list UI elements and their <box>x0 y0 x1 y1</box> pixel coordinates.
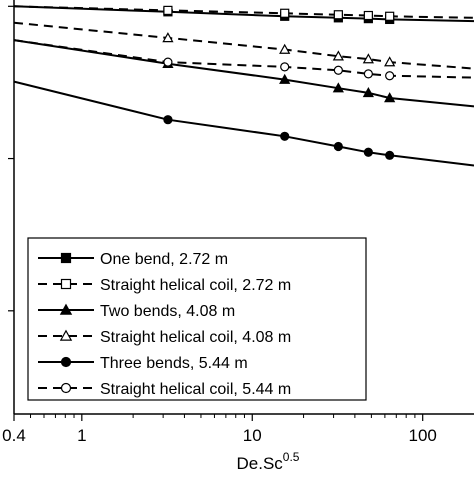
series-0 <box>13 5 474 25</box>
circle-marker <box>60 356 72 368</box>
square-marker <box>163 5 173 15</box>
legend-label: One bend, 2.72 m <box>100 251 228 268</box>
legend: One bend, 2.72 m Straight helical coil, 2… <box>27 237 367 401</box>
series-1 <box>13 5 474 21</box>
x-tick-label: 100 <box>409 426 437 445</box>
triangle-marker <box>59 303 73 315</box>
circle-marker <box>385 71 395 81</box>
circle-marker <box>333 65 343 75</box>
circle-marker <box>280 131 290 141</box>
x-axis-title-main: De.Sc <box>237 454 284 473</box>
triangle-marker <box>362 87 374 98</box>
legend-label: Straight helical coil, 5.44 m <box>100 381 291 398</box>
x-tick-label: 10 <box>243 426 262 445</box>
legend-box <box>27 237 367 401</box>
square-marker <box>333 10 343 20</box>
triangle-marker <box>162 32 174 43</box>
legend-label: Straight helical coil, 2.72 m <box>100 277 291 294</box>
y-ticks <box>8 5 14 312</box>
series-line <box>13 21 474 70</box>
triangle-marker <box>279 43 291 54</box>
x-axis-title: De.Sc0.5 <box>237 450 300 473</box>
circle-marker <box>363 69 373 79</box>
square-marker <box>385 11 395 21</box>
series-line <box>13 39 474 108</box>
legend-label: Three bends, 5.44 m <box>100 355 248 372</box>
series-group <box>13 5 474 167</box>
x-axis-title-sup: 0.5 <box>283 450 300 464</box>
circle-marker <box>385 150 395 160</box>
circle-marker <box>60 382 72 394</box>
circle-marker <box>280 62 290 72</box>
triangle-marker <box>59 329 73 341</box>
series-line <box>13 5 474 23</box>
square-marker <box>60 278 72 290</box>
series-3 <box>13 21 474 70</box>
legend-label: Straight helical coil, 4.08 m <box>100 329 291 346</box>
triangle-marker <box>362 53 374 64</box>
triangle-marker <box>332 82 344 93</box>
triangle-marker <box>332 50 344 61</box>
x-ticks: 0.4 1 10 100 <box>2 414 437 445</box>
square-marker <box>60 252 72 264</box>
x-tick-label: 1 <box>77 426 86 445</box>
legend-label: Two bends, 4.08 m <box>100 303 235 320</box>
square-marker <box>363 10 373 21</box>
series-line <box>13 80 474 167</box>
circle-marker <box>163 115 173 125</box>
series-2 <box>13 39 474 108</box>
triangle-marker <box>384 92 396 103</box>
triangle-marker <box>279 73 291 84</box>
circle-marker <box>363 147 373 157</box>
triangle-marker <box>384 56 396 67</box>
circle-marker <box>163 57 173 67</box>
series-4 <box>13 80 474 167</box>
series-5 <box>13 39 474 81</box>
x-tick-label: 0.4 <box>2 426 26 445</box>
square-marker <box>280 8 290 18</box>
circle-marker <box>333 141 343 152</box>
